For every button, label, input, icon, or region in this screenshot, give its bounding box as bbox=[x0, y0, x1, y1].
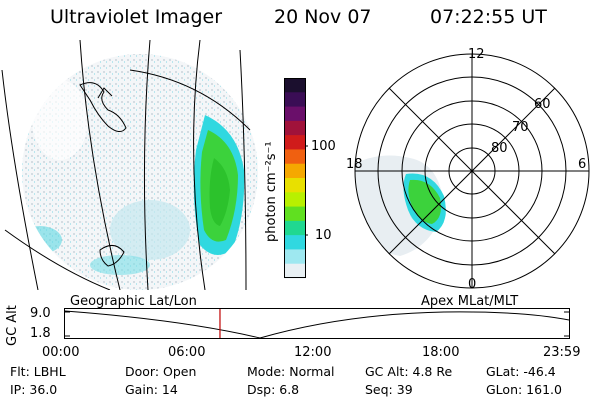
mlt-label-12: 12 bbox=[468, 47, 485, 62]
altitude-plot bbox=[64, 308, 570, 339]
x-tick-3: 18:00 bbox=[422, 345, 460, 360]
time-label: 07:22:55 UT bbox=[430, 6, 547, 28]
info-gc-alt: GC Alt: 4.8 Re bbox=[365, 364, 453, 379]
instrument-title: Ultraviolet Imager bbox=[50, 6, 223, 28]
altitude-tick-max: 9.0 bbox=[30, 306, 51, 321]
lat-label-80: 80 bbox=[491, 141, 508, 156]
colorbar-swatch bbox=[284, 135, 306, 150]
x-tick-2: 12:00 bbox=[294, 345, 332, 360]
colorbar-swatch bbox=[284, 206, 306, 222]
geographic-image bbox=[1, 40, 258, 290]
colorbar-swatch bbox=[284, 192, 306, 208]
colorbar-swatch bbox=[284, 163, 306, 179]
lat-label-60: 60 bbox=[534, 97, 551, 112]
altitude-axis-label: GC Alt bbox=[5, 305, 20, 346]
info-filter: Flt: LBHL bbox=[10, 364, 66, 379]
colorbar-tick-100: 100 bbox=[311, 139, 336, 154]
colorbar-swatch bbox=[284, 92, 306, 108]
altitude-tick-min: 1.8 bbox=[30, 326, 51, 341]
x-tick-4: 23:59 bbox=[543, 345, 581, 360]
info-glat: GLat: -46.4 bbox=[486, 364, 556, 379]
polar-mlt-plot bbox=[354, 53, 590, 289]
x-tick-1: 06:00 bbox=[168, 345, 206, 360]
date-label: 20 Nov 07 bbox=[274, 6, 372, 28]
geographic-panel-label: Geographic Lat/Lon bbox=[70, 294, 197, 309]
x-tick-0: 00:00 bbox=[42, 345, 80, 360]
colorbar-swatch bbox=[284, 235, 306, 250]
colorbar-swatch bbox=[284, 220, 306, 236]
info-door: Door: Open bbox=[125, 364, 197, 379]
lat-label-70: 70 bbox=[512, 120, 529, 135]
colorbar-swatch bbox=[284, 263, 306, 279]
colorbar-swatch bbox=[284, 149, 306, 165]
info-gain: Gain: 14 bbox=[125, 382, 178, 397]
colorbar-unit-label: photon cm⁻²s⁻¹ bbox=[264, 141, 279, 242]
colorbar-swatch bbox=[284, 106, 306, 122]
mlt-label-6: 6 bbox=[578, 157, 587, 172]
colorbar bbox=[284, 78, 308, 279]
mlt-label-0: 0 bbox=[468, 277, 477, 292]
apex-panel-label: Apex MLat/MLT bbox=[421, 294, 519, 309]
colorbar-tick-10: 10 bbox=[315, 228, 332, 243]
colorbar-swatch bbox=[284, 120, 306, 136]
info-mode: Mode: Normal bbox=[247, 364, 335, 379]
info-seq: Seq: 39 bbox=[365, 382, 413, 397]
info-glon: GLon: 161.0 bbox=[486, 382, 562, 397]
colorbar-swatch bbox=[284, 178, 306, 193]
colorbar-swatch bbox=[284, 78, 306, 93]
mlt-label-18: 18 bbox=[346, 157, 363, 172]
info-dsp: Dsp: 6.8 bbox=[247, 382, 300, 397]
colorbar-swatch bbox=[284, 249, 306, 265]
info-ip: IP: 36.0 bbox=[10, 382, 58, 397]
